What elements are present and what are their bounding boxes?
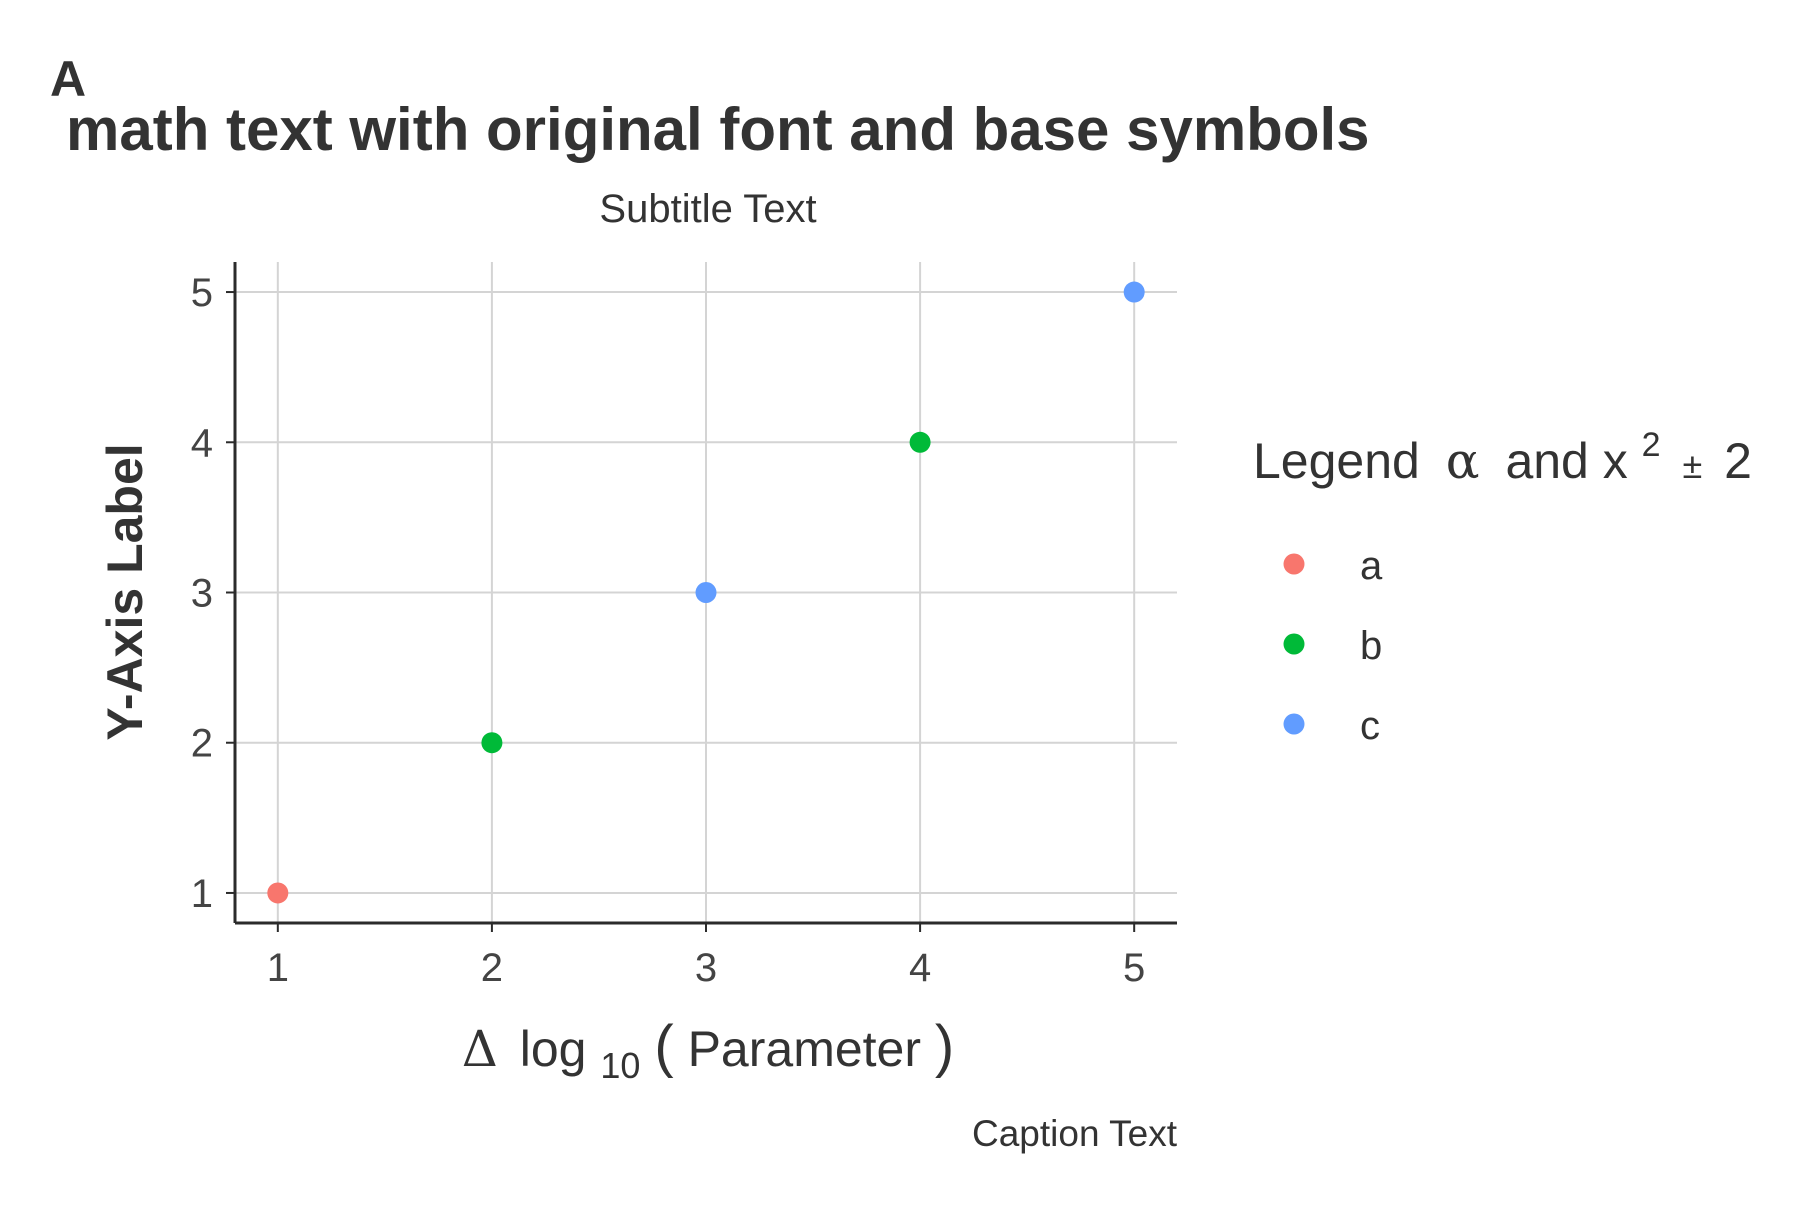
- legend-label-c: c: [1360, 704, 1380, 748]
- x-tick-label: 1: [267, 946, 289, 990]
- legend-title-two: 2: [1724, 433, 1752, 489]
- x-axis-label-log: log: [520, 1021, 587, 1077]
- y-tick-label: 2: [191, 722, 213, 766]
- axes: [226, 262, 1177, 932]
- plot-tag: A: [50, 51, 86, 107]
- legend-title-alpha: α: [1446, 432, 1480, 490]
- chart-caption: Caption Text: [972, 1113, 1178, 1154]
- legend-title-pm: ±: [1683, 445, 1703, 486]
- legend-title: Legend α and x 2 ± 2: [1253, 411, 1752, 490]
- x-tick-label: 2: [481, 946, 503, 990]
- x-axis-label-subscript: 10: [600, 1045, 640, 1086]
- x-tick-label: 5: [1123, 946, 1145, 990]
- x-axis-label-delta: Δ: [462, 1020, 498, 1078]
- y-tick-label: 3: [191, 572, 213, 616]
- x-axis-label: Δ log 10 ( Parameter ): [462, 1014, 955, 1089]
- legend-entries: abc: [1283, 544, 1383, 748]
- legend-key-a: [1283, 553, 1305, 575]
- y-tick-label: 1: [191, 872, 213, 916]
- data-point-b: [481, 732, 503, 754]
- data-point-b: [909, 431, 931, 453]
- legend-title-superscript: 2: [1642, 426, 1661, 464]
- y-tick-label: 5: [191, 271, 213, 315]
- data-point-c: [1123, 281, 1145, 303]
- data-points: [267, 281, 1145, 904]
- legend-title-prefix: Legend: [1253, 433, 1420, 489]
- legend-label-b: b: [1360, 624, 1382, 668]
- x-axis-label-arg: Parameter: [688, 1021, 921, 1077]
- legend-key-b: [1283, 633, 1305, 655]
- x-axis-label-open-paren: (: [654, 1014, 673, 1079]
- legend: Legend α and x 2 ± 2 abc: [1253, 411, 1752, 748]
- data-point-a: [267, 882, 289, 904]
- x-tick-label: 3: [695, 946, 717, 990]
- data-point-c: [695, 582, 717, 603]
- y-axis-label: Y-Axis Label: [97, 443, 153, 740]
- legend-label-a: a: [1360, 544, 1383, 588]
- x-axis-label-close-paren: ): [935, 1014, 954, 1079]
- y-tick-label: 4: [191, 421, 213, 465]
- legend-key-c: [1283, 713, 1305, 735]
- tick-labels: 1 2 3 4 5 1 2 3 4 5: [191, 271, 1146, 990]
- chart-subtitle: Subtitle Text: [599, 187, 816, 231]
- legend-title-and-x: and x: [1505, 433, 1627, 489]
- x-tick-label: 4: [909, 946, 931, 990]
- chart-title: math text with original font and base sy…: [66, 96, 1370, 163]
